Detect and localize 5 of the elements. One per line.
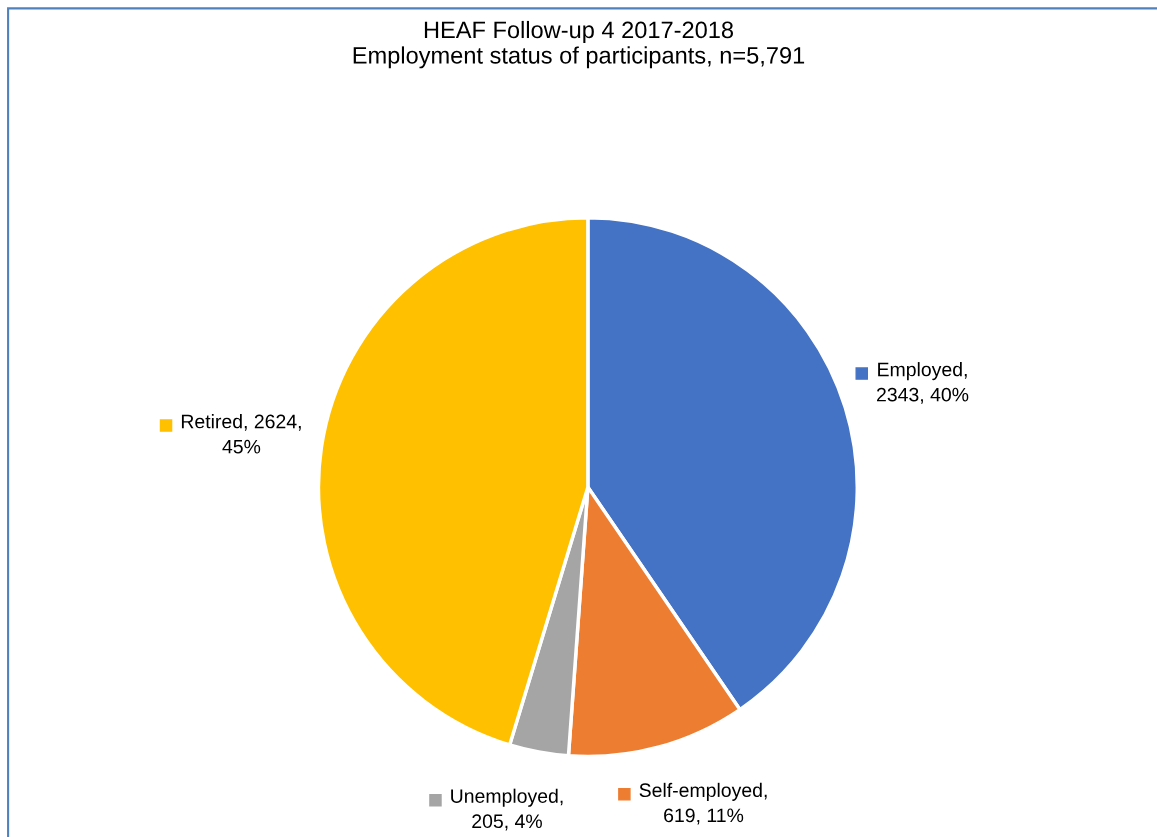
legend-label: Unemployed, 205, 4% bbox=[451, 788, 563, 831]
legend-label: Employed, 2343, 40% bbox=[876, 362, 969, 404]
chart-title: HEAF Follow-up 4 2017-2018 Employment status of participants, n=5,791 bbox=[353, 20, 805, 69]
legend-label: Retired, 2624, 45% bbox=[181, 414, 301, 454]
legend-label: Self-employed, 619, 11% bbox=[639, 782, 767, 825]
